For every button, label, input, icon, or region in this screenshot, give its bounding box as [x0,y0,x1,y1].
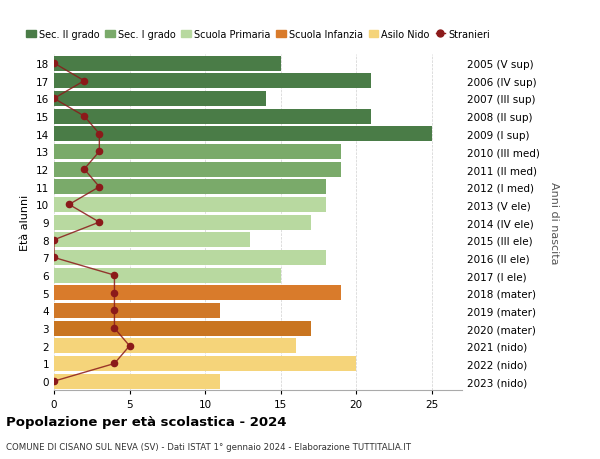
Bar [54,145,341,160]
Point [79,166,89,174]
Point [49,60,59,67]
Y-axis label: Età alunni: Età alunni [20,195,31,251]
Y-axis label: Anni di nascita: Anni di nascita [549,181,559,264]
Point [49,378,59,385]
Point [95,148,104,156]
Point [79,78,89,85]
Bar [54,162,341,177]
Bar [54,268,281,283]
Point [95,131,104,138]
Point [110,290,119,297]
Point [110,307,119,314]
Bar [54,233,250,248]
Point [49,95,59,103]
Bar [54,56,281,72]
Point [110,325,119,332]
Point [95,219,104,226]
Point [79,113,89,120]
Bar [54,109,371,124]
Point [125,342,134,350]
Bar [54,92,266,106]
Bar [54,180,326,195]
Point [110,272,119,279]
Text: Popolazione per età scolastica - 2024: Popolazione per età scolastica - 2024 [6,415,287,428]
Legend: Sec. II grado, Sec. I grado, Scuola Primaria, Scuola Infanzia, Asilo Nido, Stran: Sec. II grado, Sec. I grado, Scuola Prim… [22,26,494,44]
Bar [54,74,371,89]
Bar [54,127,432,142]
Bar [54,374,220,389]
Point [49,254,59,262]
Bar [54,251,326,265]
Bar [54,339,296,353]
Point [64,202,74,209]
Bar [54,356,356,371]
Bar [54,303,220,318]
Bar [54,215,311,230]
Point [110,360,119,367]
Bar [54,285,341,301]
Bar [54,321,311,336]
Point [49,236,59,244]
Bar [54,197,326,213]
Point [95,184,104,191]
Text: COMUNE DI CISANO SUL NEVA (SV) - Dati ISTAT 1° gennaio 2024 - Elaborazione TUTTI: COMUNE DI CISANO SUL NEVA (SV) - Dati IS… [6,442,411,451]
